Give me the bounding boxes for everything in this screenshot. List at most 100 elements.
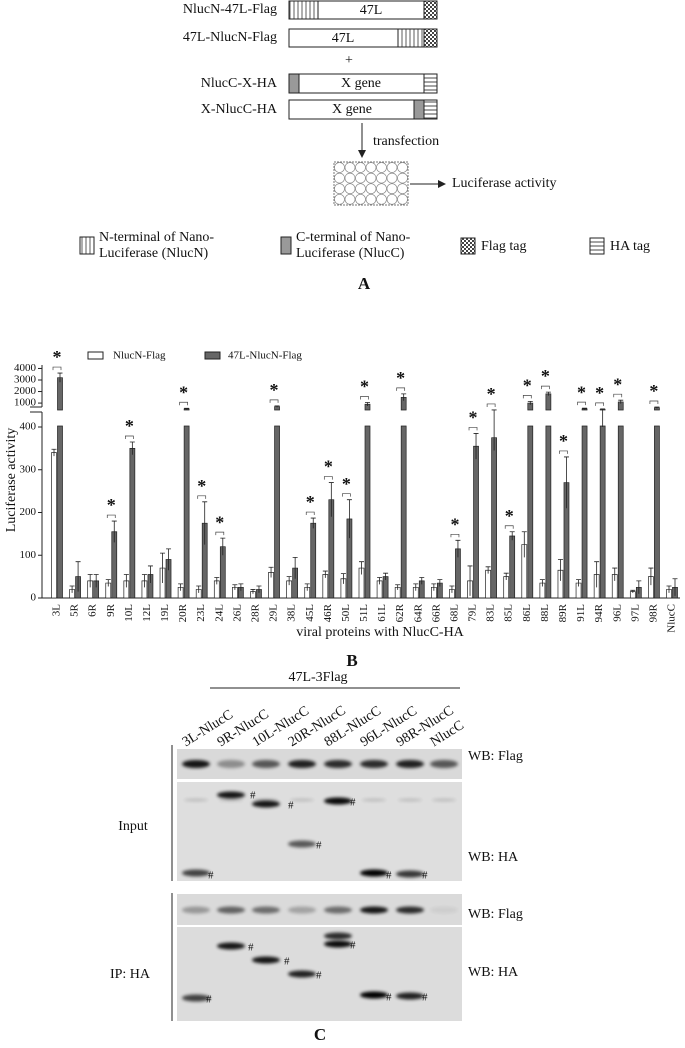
error-bar (545, 391, 551, 396)
y-tick-label: 3000 (14, 374, 37, 386)
band (217, 760, 245, 768)
significance-bracket (360, 396, 369, 400)
x-tick-label: 96L (611, 604, 623, 622)
bar (485, 569, 491, 599)
band (396, 906, 424, 914)
well (397, 183, 408, 195)
bar (93, 580, 100, 599)
error-bar (449, 585, 455, 593)
bar (111, 531, 118, 599)
significance-bracket (486, 403, 496, 407)
x-tick-label: 86L (521, 604, 533, 622)
band (217, 791, 245, 799)
x-tick-label: 83L (485, 604, 497, 622)
well (355, 183, 366, 195)
bar (617, 401, 624, 599)
error-bar (630, 589, 636, 593)
well (334, 193, 345, 205)
well (397, 172, 408, 184)
band (182, 994, 210, 1002)
significance-bracket (197, 495, 207, 499)
band (182, 760, 210, 768)
blot-label: WB: Flag (468, 907, 523, 922)
significance-bracket (541, 385, 550, 390)
band (288, 970, 316, 978)
significance-bracket (468, 427, 478, 431)
error-bar (123, 574, 129, 588)
significance-bracket (613, 393, 623, 398)
error-bar (214, 577, 220, 585)
band-mark: # (316, 970, 322, 982)
error-bar (419, 577, 425, 585)
bar (340, 578, 347, 599)
bar (648, 576, 654, 599)
band (252, 956, 280, 964)
bar (346, 518, 353, 599)
error-bar (166, 548, 172, 571)
band (398, 798, 422, 802)
ha-part (423, 99, 438, 120)
significance-star: * (215, 512, 224, 532)
bar (629, 591, 636, 599)
well (355, 172, 366, 184)
error-bar (111, 520, 117, 543)
well (386, 193, 398, 205)
well (386, 183, 398, 195)
bar (250, 591, 256, 599)
error-bar (503, 572, 509, 581)
y-tick-label: 2000 (14, 385, 37, 397)
error-bar (666, 585, 672, 593)
error-bar (521, 531, 527, 558)
bar (400, 396, 407, 599)
bar (232, 586, 238, 599)
significance-star: * (469, 408, 478, 428)
significance-star: * (324, 457, 333, 477)
ha-part (423, 73, 438, 94)
error-bar (594, 561, 600, 588)
x-tick-label: 45L (304, 604, 316, 622)
well (344, 193, 356, 205)
error-bar (383, 572, 389, 581)
bar (141, 580, 148, 599)
significance-bracket (559, 450, 568, 454)
box-label: X gene (341, 76, 381, 91)
x-tick-label: 79L (467, 604, 479, 622)
legend-text: Luciferase (NlucC) (296, 246, 405, 261)
band (432, 798, 456, 802)
error-bar (618, 399, 624, 404)
band (360, 991, 388, 999)
bar (328, 499, 335, 599)
band (430, 760, 458, 768)
bar (449, 589, 455, 599)
x-tick-label: 94R (593, 603, 605, 622)
well (376, 193, 387, 205)
construct-label: NlucN-47L-Flag (183, 2, 277, 17)
significance-bracket (522, 394, 532, 399)
x-tick-label: NlucC (666, 604, 678, 633)
well (397, 193, 408, 205)
well (386, 172, 398, 184)
y-tick-label: 400 (20, 421, 37, 433)
error-bar (612, 567, 618, 581)
significance-star: * (270, 380, 279, 400)
significance-bracket (179, 401, 188, 406)
error-bar (455, 539, 461, 558)
well (355, 193, 366, 205)
significance-star: * (541, 366, 550, 386)
error-bar (105, 579, 111, 587)
nlucc-part (288, 73, 300, 94)
band (254, 798, 278, 802)
bar (256, 589, 262, 599)
band (430, 906, 458, 914)
bar (557, 569, 564, 599)
legend-swatch (79, 236, 95, 255)
construct-label: 47L-NlucN-Flag (183, 30, 277, 45)
error-bar (75, 561, 81, 592)
error-bar (557, 559, 563, 581)
band (217, 942, 245, 950)
band-mark: # (316, 840, 322, 852)
significance-star: * (396, 368, 405, 388)
error-bar (178, 583, 184, 591)
error-bar (268, 566, 274, 578)
error-bar (648, 567, 654, 586)
